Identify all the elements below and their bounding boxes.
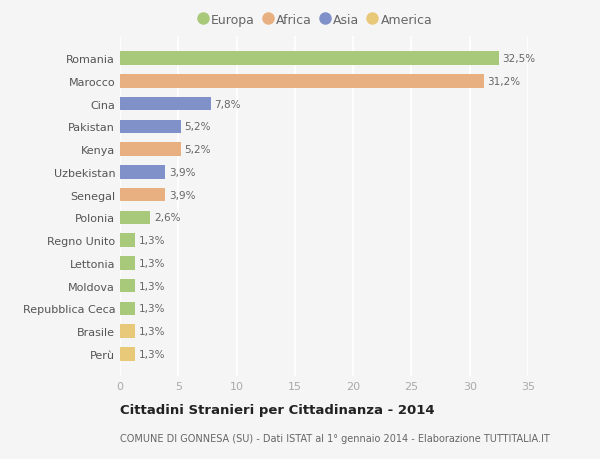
- Bar: [120, 98, 211, 111]
- Text: 1,3%: 1,3%: [139, 235, 165, 246]
- Bar: [120, 75, 484, 89]
- Text: 1,3%: 1,3%: [139, 258, 165, 269]
- Text: 1,3%: 1,3%: [139, 304, 165, 313]
- Text: 3,9%: 3,9%: [169, 168, 196, 178]
- Bar: [120, 302, 135, 315]
- Text: COMUNE DI GONNESA (SU) - Dati ISTAT al 1° gennaio 2014 - Elaborazione TUTTITALIA: COMUNE DI GONNESA (SU) - Dati ISTAT al 1…: [120, 433, 550, 442]
- Bar: [120, 234, 135, 247]
- Bar: [120, 188, 166, 202]
- Text: 31,2%: 31,2%: [487, 77, 520, 87]
- Bar: [120, 325, 135, 338]
- Text: 2,6%: 2,6%: [154, 213, 181, 223]
- Bar: [120, 143, 181, 157]
- Text: 5,2%: 5,2%: [184, 122, 211, 132]
- Bar: [120, 257, 135, 270]
- Text: 1,3%: 1,3%: [139, 281, 165, 291]
- Text: 1,3%: 1,3%: [139, 326, 165, 336]
- Bar: [120, 279, 135, 293]
- Text: Cittadini Stranieri per Cittadinanza - 2014: Cittadini Stranieri per Cittadinanza - 2…: [120, 403, 434, 416]
- Text: 7,8%: 7,8%: [214, 100, 241, 109]
- Bar: [120, 166, 166, 179]
- Bar: [120, 120, 181, 134]
- Bar: [120, 347, 135, 361]
- Bar: [120, 52, 499, 66]
- Legend: Europa, Africa, Asia, America: Europa, Africa, Asia, America: [194, 9, 437, 32]
- Text: 3,9%: 3,9%: [169, 190, 196, 200]
- Text: 1,3%: 1,3%: [139, 349, 165, 359]
- Bar: [120, 211, 151, 225]
- Text: 5,2%: 5,2%: [184, 145, 211, 155]
- Text: 32,5%: 32,5%: [502, 54, 535, 64]
